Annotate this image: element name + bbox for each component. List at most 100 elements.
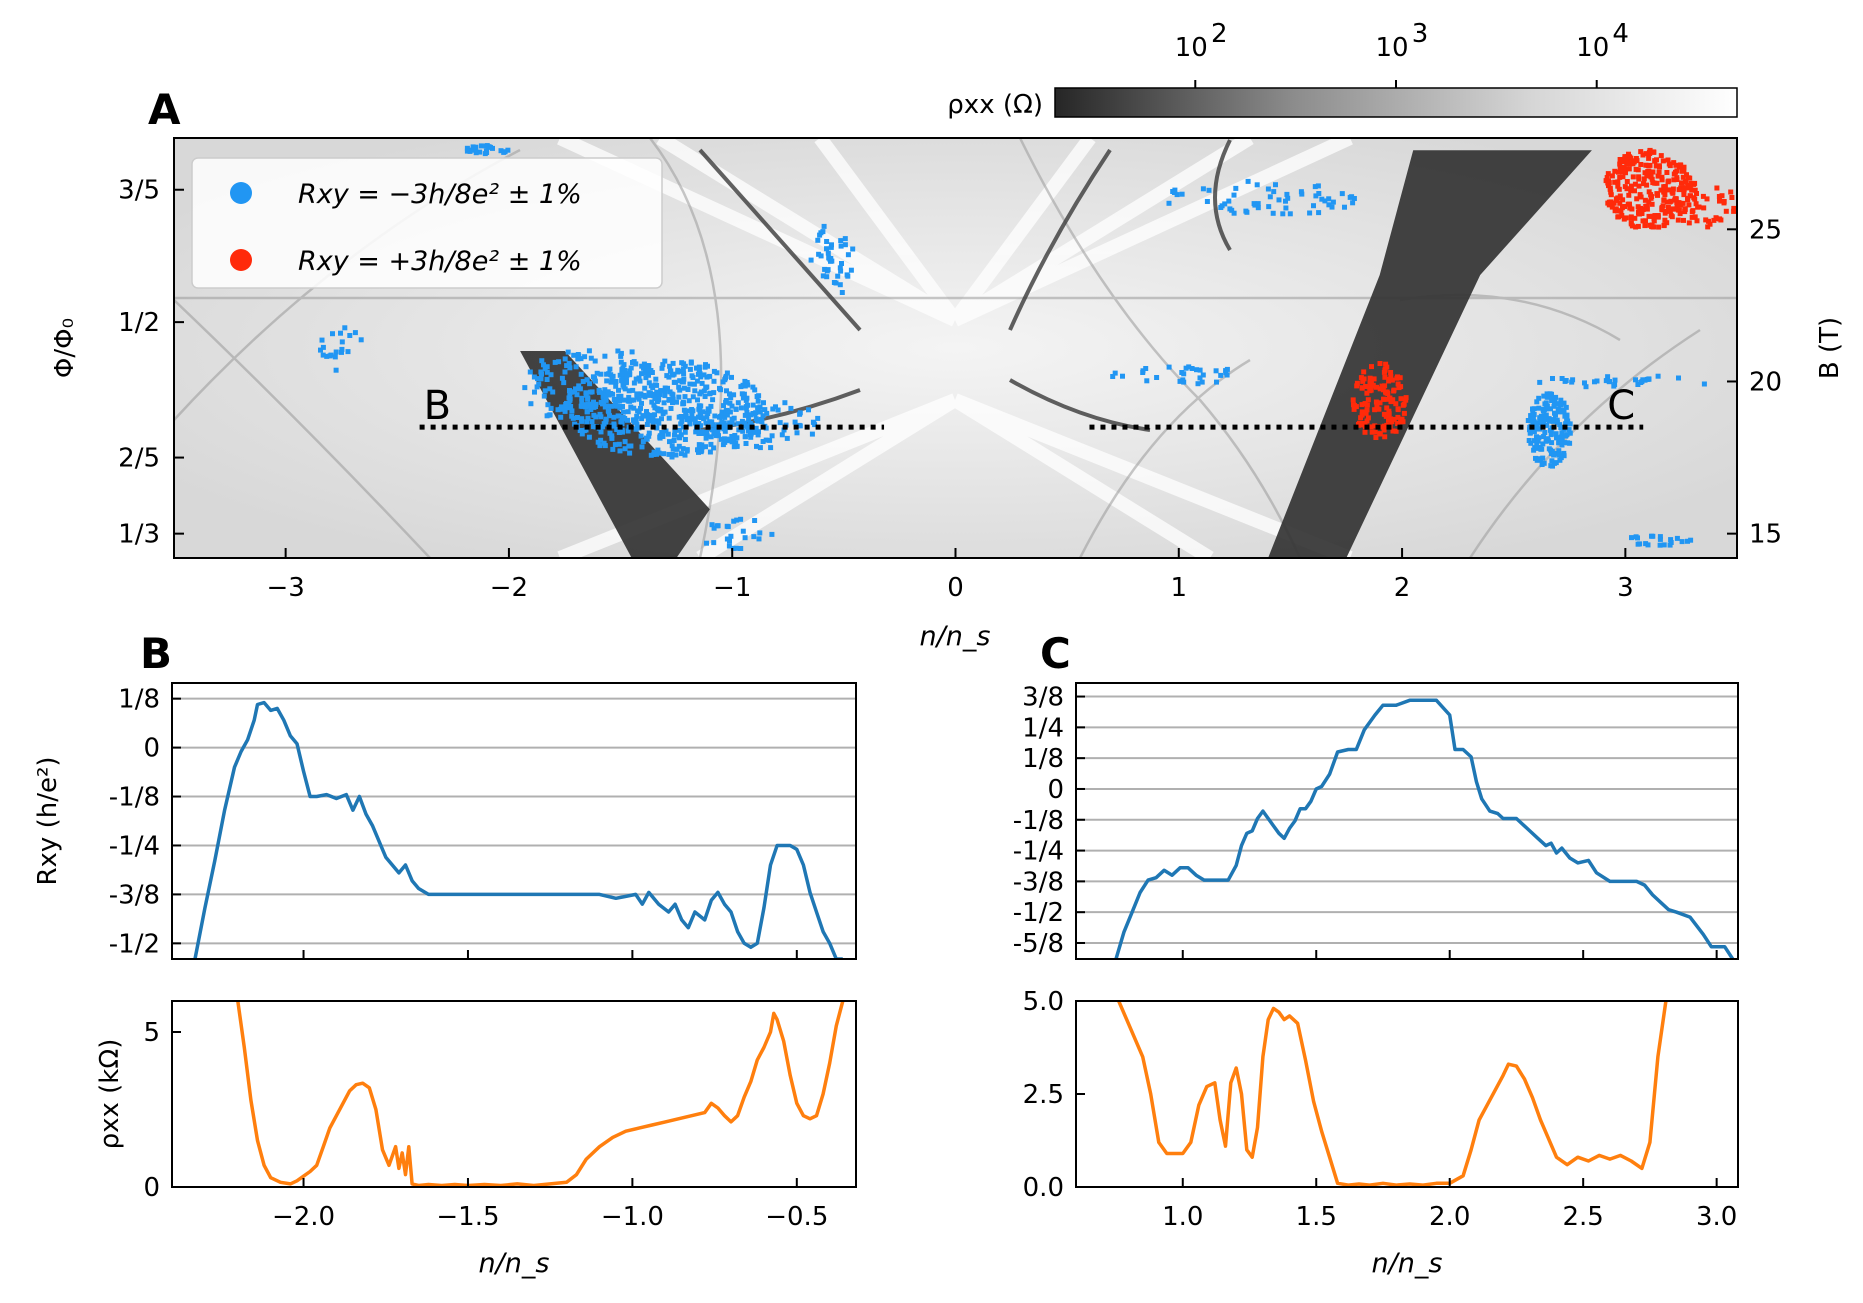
red-point	[1628, 188, 1634, 194]
blue-point	[633, 426, 639, 432]
blue-point	[698, 403, 704, 409]
red-point	[1379, 383, 1385, 389]
blue-point	[532, 389, 537, 395]
blue-point	[556, 359, 562, 365]
blue-point	[1638, 380, 1644, 385]
blue-point	[1544, 436, 1550, 442]
red-point	[1638, 149, 1644, 155]
blue-point	[788, 405, 794, 411]
blue-point	[627, 368, 633, 374]
blue-point	[729, 434, 735, 439]
blue-point	[718, 436, 724, 442]
blue-point	[721, 403, 726, 409]
blue-point	[1531, 429, 1537, 435]
blue-point	[773, 404, 778, 410]
blue-point	[1194, 367, 1199, 373]
rhoxx-line-c	[1117, 1001, 1668, 1187]
blue-point	[1283, 205, 1289, 211]
blue-point	[729, 374, 734, 380]
blue-point	[539, 371, 544, 377]
red-point	[1692, 187, 1698, 193]
blue-point	[579, 399, 585, 405]
blue-point	[683, 410, 689, 415]
red-point	[1636, 176, 1642, 182]
blue-point	[545, 402, 551, 408]
blue-point	[753, 425, 759, 431]
blue-point	[1559, 430, 1565, 436]
blue-point	[698, 415, 704, 420]
blue-point	[694, 428, 700, 434]
blue-point	[1540, 455, 1546, 461]
blue-point	[643, 435, 649, 441]
blue-point	[1566, 427, 1572, 433]
blue-point	[701, 388, 707, 394]
blue-point	[628, 365, 634, 371]
blue-point	[668, 406, 674, 411]
red-point	[1651, 149, 1657, 155]
blue-point	[826, 255, 832, 261]
y-tick-label: 1/3	[118, 520, 160, 550]
blue-point	[650, 419, 656, 425]
blue-point	[691, 381, 697, 387]
blue-point	[662, 358, 668, 364]
blue-point	[645, 412, 650, 418]
red-point	[1647, 222, 1653, 228]
blue-point	[664, 373, 670, 379]
blue-point	[1213, 368, 1219, 374]
y-tick-label: 2/5	[118, 444, 160, 474]
blue-point	[700, 409, 706, 415]
blue-point	[726, 436, 732, 442]
blue-point	[498, 148, 504, 154]
red-point	[1672, 196, 1678, 202]
x-tick-label: 1	[1171, 573, 1188, 603]
blue-point	[1612, 377, 1618, 383]
blue-point	[704, 384, 710, 390]
blue-point	[330, 331, 335, 337]
blue-point	[845, 273, 851, 279]
red-point	[1373, 399, 1379, 405]
blue-point	[1204, 199, 1210, 204]
blue-point	[575, 352, 581, 357]
blue-point	[657, 433, 663, 439]
blue-point	[611, 414, 617, 420]
blue-point	[624, 373, 630, 379]
blue-point	[761, 400, 766, 406]
blue-point	[1179, 370, 1185, 375]
red-point	[1622, 154, 1628, 160]
red-point	[1662, 187, 1668, 192]
red-point	[1617, 174, 1623, 180]
blue-point	[571, 352, 577, 358]
red-point	[1628, 214, 1634, 220]
blue-point	[682, 394, 688, 400]
blue-point	[650, 385, 656, 390]
blue-point	[567, 388, 572, 393]
blue-point	[339, 339, 345, 345]
red-point	[1354, 383, 1360, 389]
red-point	[1362, 401, 1368, 407]
blue-point	[721, 423, 727, 429]
blue-point	[667, 439, 672, 445]
blue-point	[770, 406, 776, 412]
blue-point	[579, 418, 585, 424]
blue-point	[1558, 397, 1564, 403]
red-point	[1383, 361, 1389, 367]
blue-point	[548, 372, 554, 378]
blue-point	[845, 252, 851, 258]
blue-point	[631, 359, 637, 365]
blue-point	[632, 419, 638, 425]
blue-point	[1561, 408, 1567, 414]
blue-point	[1544, 391, 1550, 397]
blue-point	[473, 144, 479, 150]
red-point	[1356, 422, 1361, 427]
blue-point	[748, 434, 754, 440]
y-tick-label: -1/2	[109, 929, 160, 959]
blue-point	[662, 388, 668, 394]
x-tick-label: −2	[490, 573, 528, 603]
blue-point	[552, 359, 558, 365]
blue-point	[705, 363, 710, 369]
blue-point	[764, 410, 770, 416]
red-point	[1388, 370, 1394, 375]
dark-region	[1268, 150, 1592, 558]
blue-point	[711, 390, 717, 396]
blue-point	[824, 246, 829, 252]
